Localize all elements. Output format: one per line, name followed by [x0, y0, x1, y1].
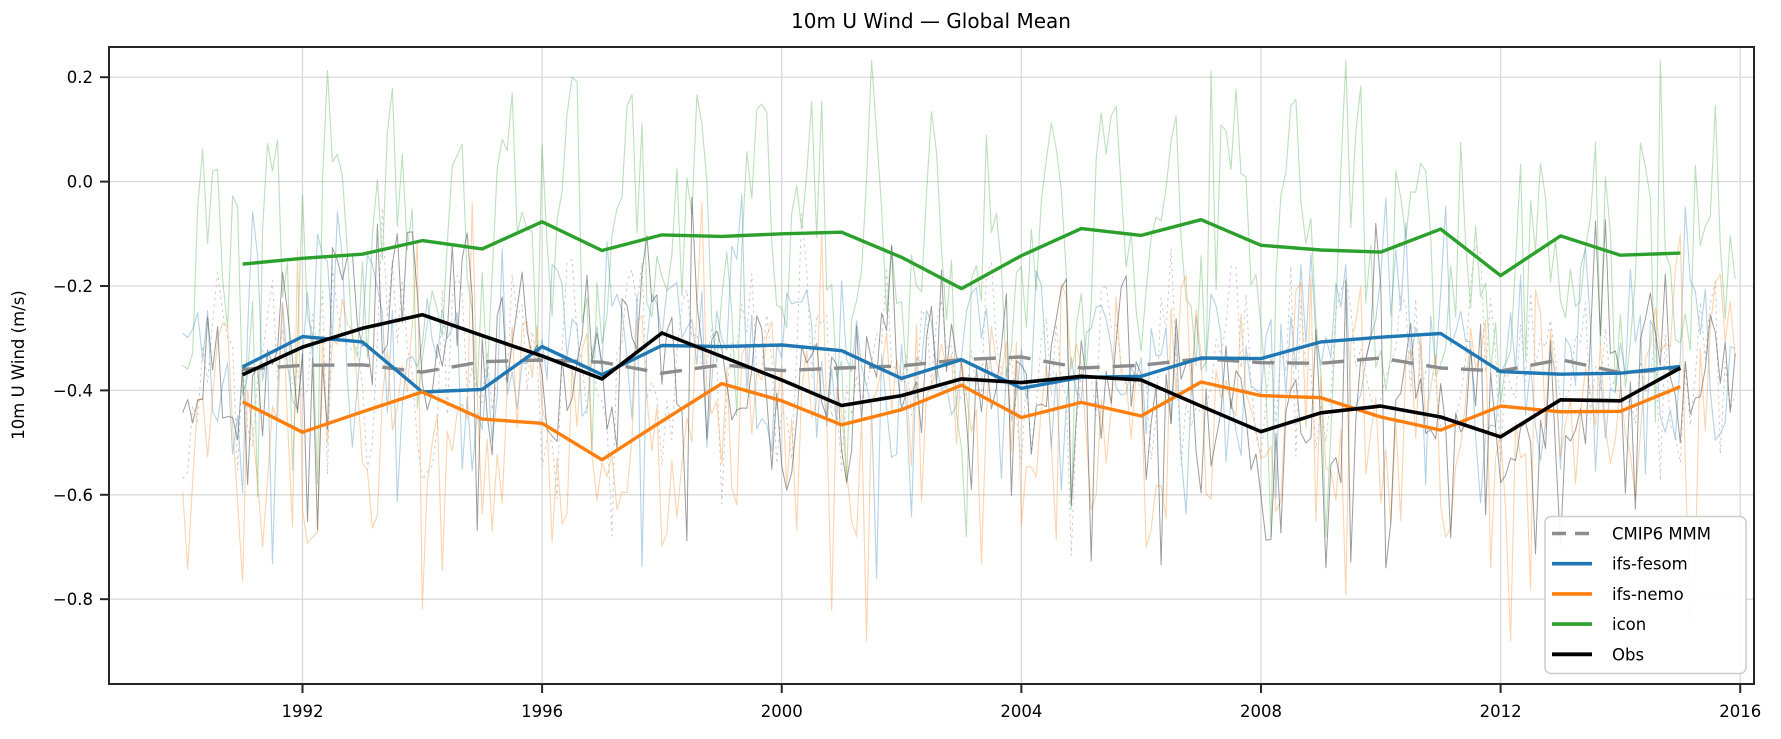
legend-label-icon: icon	[1612, 615, 1646, 634]
y-tick-label: −0.4	[53, 381, 93, 400]
legend-label-cmip6-mmm: CMIP6 MMM	[1612, 525, 1711, 544]
tick-layer: 1992 1996 2000 2004 2008 2012 2016 0.2 0.0 −0.2 −0…	[53, 68, 1761, 721]
x-tick-label: 2000	[761, 702, 803, 721]
x-tick-label: 1996	[521, 702, 563, 721]
y-axis-label: 10m U Wind (m/s)	[9, 290, 28, 439]
legend-box	[1544, 515, 1747, 675]
plot-border	[108, 46, 1755, 685]
legend-label-obs: Obs	[1612, 645, 1644, 664]
legend-label-ifs-fesom: ifs-fesom	[1612, 555, 1688, 574]
x-tick-label: 2004	[1000, 702, 1042, 721]
monthly-line-icon	[182, 59, 1736, 538]
x-tick-label: 1992	[281, 702, 323, 721]
series-line-ifs-nemo	[241, 380, 1681, 462]
monthly-line-ifs-nemo	[182, 201, 1736, 642]
series-line-ifs-fesom	[241, 331, 1681, 394]
y-tick-label: 0.0	[67, 173, 93, 192]
y-tick-label: 0.2	[67, 68, 93, 87]
x-tick-label: 2008	[1240, 702, 1282, 721]
series-line-icon	[242, 217, 1681, 291]
legend-label-ifs-nemo: ifs-nemo	[1612, 585, 1684, 604]
y-tick-label: −0.8	[53, 590, 93, 609]
series-line-cmip6-mmm	[242, 355, 1681, 375]
y-tick-label: −0.6	[53, 486, 93, 505]
grid-layer	[109, 47, 1754, 684]
line-layer	[182, 59, 1736, 642]
x-tick-label: 2012	[1480, 702, 1522, 721]
series-line-obs	[241, 312, 1682, 439]
monthly-line-cmip6-mmm	[182, 207, 1736, 556]
legend: CMIP6 MMM ifs-fesom ifs-nemo icon Obs	[1544, 515, 1747, 675]
y-tick-label: −0.2	[53, 277, 93, 296]
chart-title: 10m U Wind — Global Mean	[791, 9, 1071, 33]
x-tick-label: 2016	[1719, 702, 1761, 721]
